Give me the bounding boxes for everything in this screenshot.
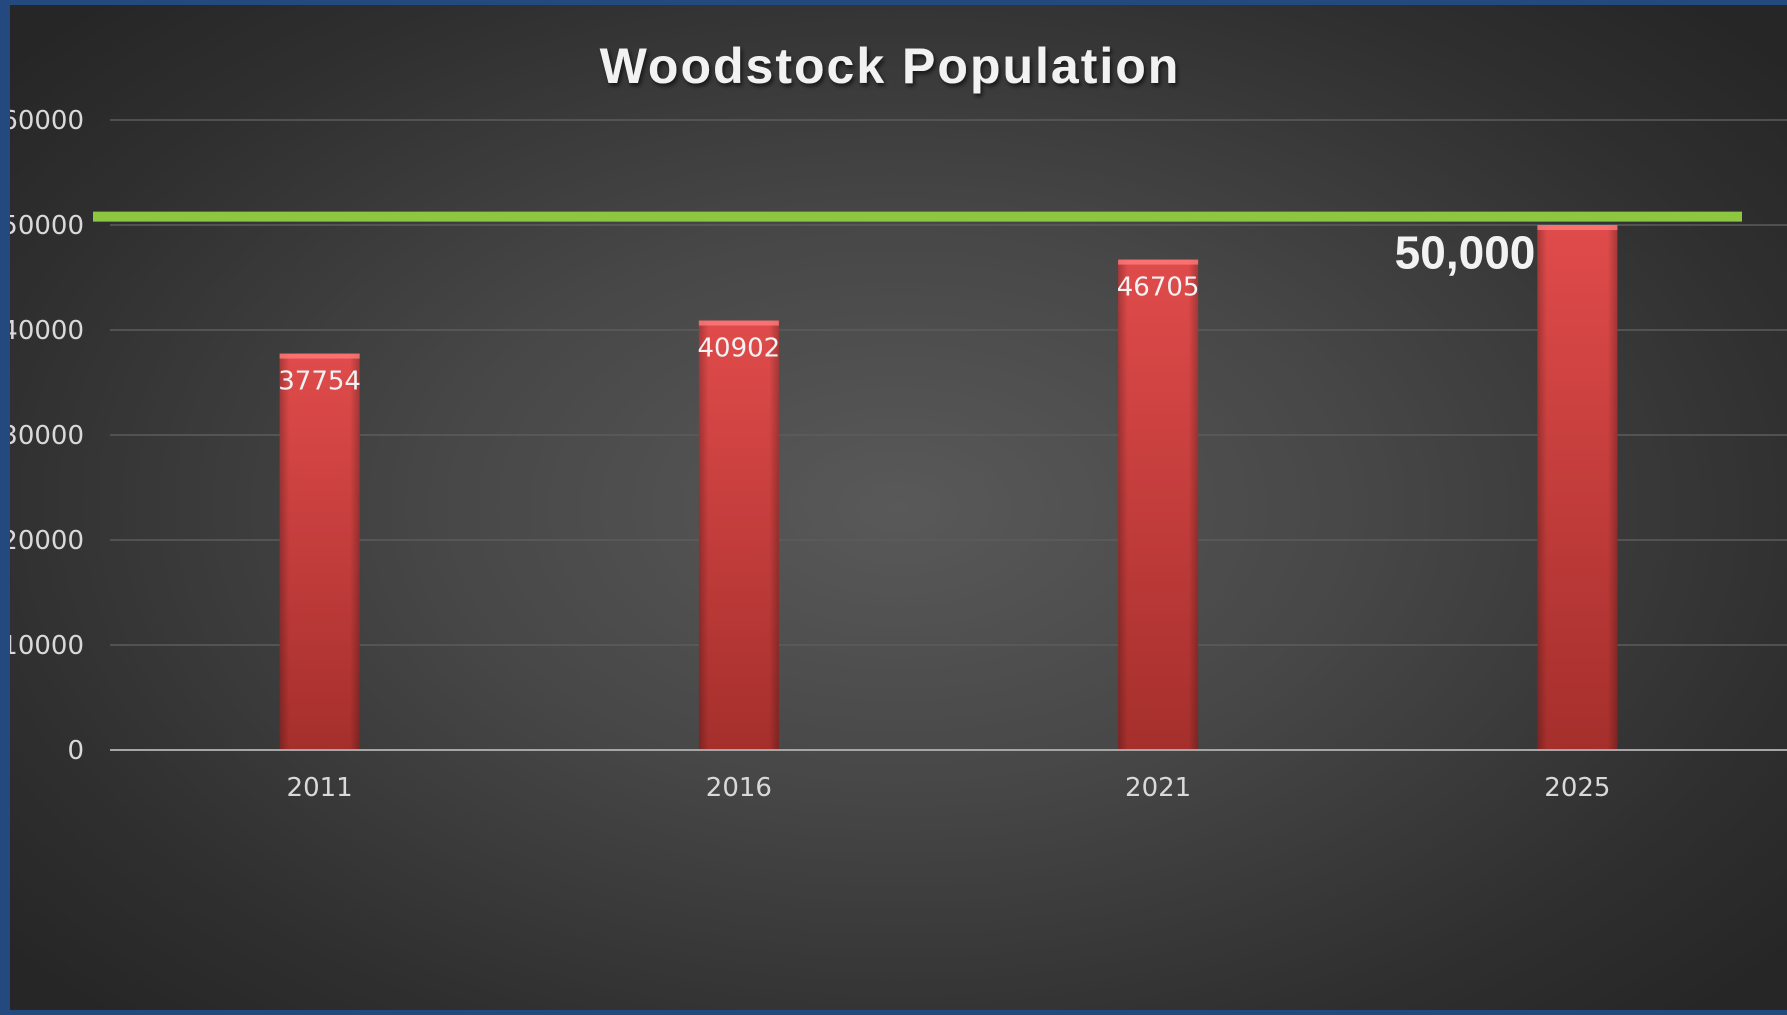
- data-label: 37754: [278, 367, 361, 397]
- bar: [1537, 225, 1618, 750]
- x-tick-label: 2016: [706, 773, 772, 803]
- bar: [1118, 259, 1199, 750]
- y-tick-label: 0: [67, 736, 84, 766]
- y-tick-label: 40000: [10, 316, 84, 346]
- bar-shading: [1537, 225, 1618, 750]
- y-axis-ticks: 0 10000 20000 30000 40000 50000 60000: [10, 106, 84, 766]
- bar-top-highlight: [1537, 225, 1618, 230]
- y-tick-label: 10000: [10, 631, 84, 661]
- bar-top-highlight: [279, 353, 360, 359]
- y-tick-label: 50000: [10, 211, 84, 241]
- data-labels: 37754 40902 46705: [278, 273, 1199, 397]
- target-label: 50,000: [1395, 227, 1536, 279]
- bar-chart: Woodstock Population 0 10000 20000 30000 400…: [10, 38, 1787, 803]
- y-tick-label: 20000: [10, 526, 84, 556]
- bar: [698, 320, 779, 750]
- grid: [110, 119, 1787, 646]
- bars: [279, 225, 1618, 750]
- bar-shading: [279, 353, 360, 750]
- bar-top-highlight: [698, 320, 779, 326]
- y-tick-label: 60000: [10, 106, 84, 136]
- bar: [279, 353, 360, 750]
- x-axis-ticks: 2011 2016 2021 2025: [287, 773, 1611, 803]
- data-label: 46705: [1117, 273, 1200, 303]
- bar-shading: [698, 320, 779, 750]
- bar-shading: [1118, 259, 1199, 750]
- x-tick-label: 2011: [287, 773, 353, 803]
- chart-title: Woodstock Population: [600, 38, 1181, 94]
- x-tick-label: 2025: [1544, 773, 1610, 803]
- bar-top-highlight: [1118, 259, 1199, 265]
- data-label: 40902: [698, 334, 781, 364]
- x-tick-label: 2021: [1125, 773, 1191, 803]
- y-tick-label: 30000: [10, 421, 84, 451]
- chart-frame: Woodstock Population 0 10000 20000 30000 400…: [10, 5, 1787, 1010]
